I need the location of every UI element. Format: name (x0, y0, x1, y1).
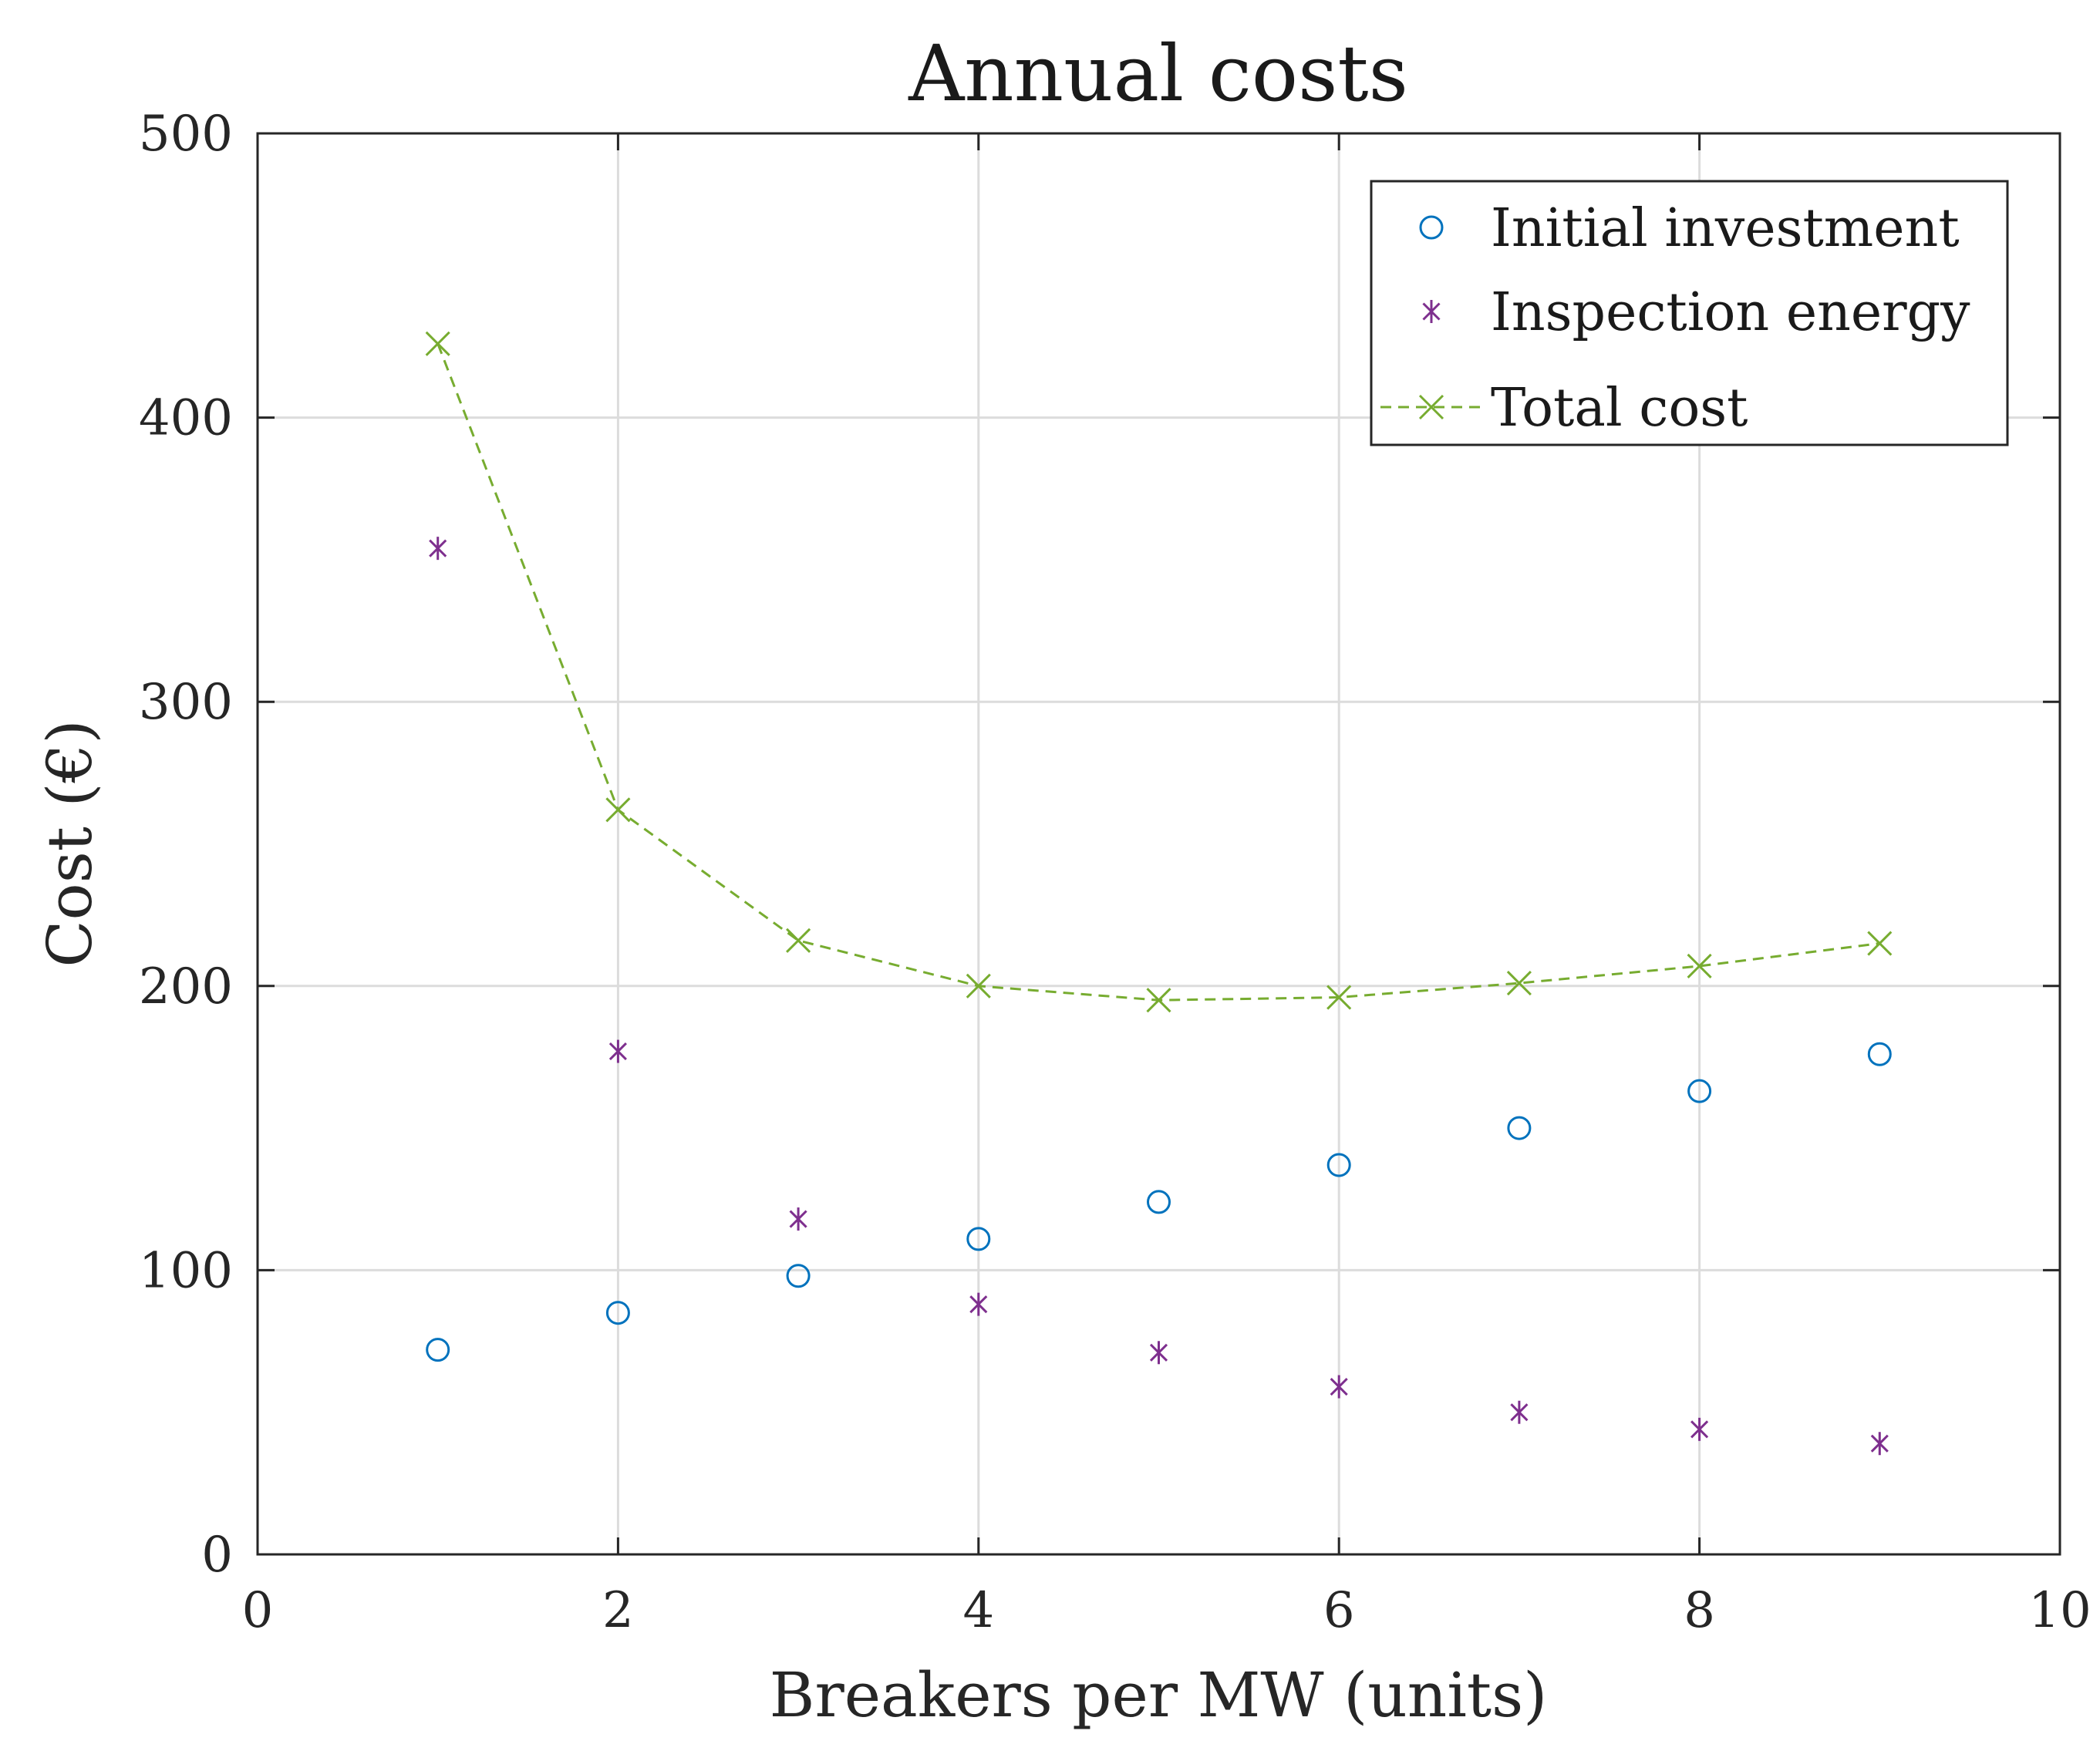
data-point-total-cost (786, 928, 811, 953)
x-tick-label: 10 (2028, 1582, 2091, 1639)
legend-marker-initial-investment (1419, 215, 1444, 240)
y-tick-label: 500 (139, 106, 233, 163)
x-tick-label: 8 (1684, 1582, 1715, 1639)
x-tick-label: 0 (242, 1582, 274, 1639)
legend: Initial investment Inspection energy Total… (1370, 180, 2009, 446)
series-inspection-energy (429, 537, 1889, 1456)
data-point-inspection-energy (608, 1039, 627, 1063)
y-axis-label: Cost (€) (34, 719, 106, 967)
legend-label-initial-investment: Initial investment (1491, 198, 1960, 259)
series-total-cost (425, 331, 1893, 1013)
data-point-inspection-energy (429, 537, 447, 561)
data-point-total-cost (1867, 931, 1893, 956)
legend-label-inspection-energy: Inspection energy (1491, 282, 1970, 343)
data-point-inspection-energy (1690, 1417, 1709, 1441)
legend-marker-total-cost (1418, 394, 1444, 420)
data-point-inspection-energy (1870, 1432, 1889, 1456)
data-point-initial-investment (1147, 1190, 1171, 1214)
data-point-inspection-energy (1149, 1341, 1168, 1365)
y-tick-label: 100 (139, 1242, 233, 1299)
legend-box (1370, 180, 2009, 446)
data-point-initial-investment (1507, 1116, 1532, 1140)
data-point-initial-investment (1867, 1042, 1892, 1066)
legend-item-inspection-energy: Inspection energy (1422, 282, 1970, 343)
data-point-total-cost (1506, 971, 1532, 996)
data-point-initial-investment (1326, 1153, 1351, 1177)
y-tick-label: 0 (201, 1527, 233, 1584)
legend-entries: Initial investment Inspection energy Total… (1380, 198, 1970, 439)
data-point-initial-investment (966, 1227, 991, 1251)
data-point-inspection-energy (789, 1207, 807, 1231)
data-point-total-cost (605, 797, 631, 823)
data-point-total-cost (1146, 988, 1171, 1013)
chart-title: Annual costs (908, 29, 1408, 119)
legend-item-initial-investment: Initial investment (1419, 198, 1960, 259)
data-point-inspection-energy (1510, 1400, 1529, 1424)
x-tick-label: 6 (1323, 1582, 1355, 1639)
data-point-initial-investment (426, 1338, 450, 1362)
data-point-total-cost (1326, 985, 1352, 1010)
data-point-inspection-energy (969, 1292, 988, 1316)
legend-marker-inspection-energy (1422, 300, 1441, 323)
data-point-total-cost (966, 973, 991, 998)
y-tick-label: 300 (139, 674, 233, 731)
data-point-initial-investment (786, 1264, 811, 1288)
y-tick-label: 400 (139, 390, 233, 447)
x-tick-label: 4 (962, 1582, 994, 1639)
data-point-initial-investment (605, 1301, 630, 1325)
legend-label-total-cost: Total cost (1491, 378, 1748, 439)
series-layer (425, 331, 1893, 1456)
y-tick-label: 200 (139, 958, 233, 1015)
data-point-inspection-energy (1330, 1375, 1348, 1399)
legend-item-total-cost: Total cost (1380, 378, 1748, 439)
plot-frame (256, 132, 2061, 1556)
x-axis-label: Breakers per MW (units) (770, 1659, 1548, 1731)
data-point-initial-investment (1687, 1079, 1712, 1103)
series-initial-investment (426, 1042, 1892, 1362)
data-point-total-cost (425, 331, 450, 356)
data-point-total-cost (1687, 953, 1712, 979)
x-tick-label: 2 (602, 1582, 634, 1639)
